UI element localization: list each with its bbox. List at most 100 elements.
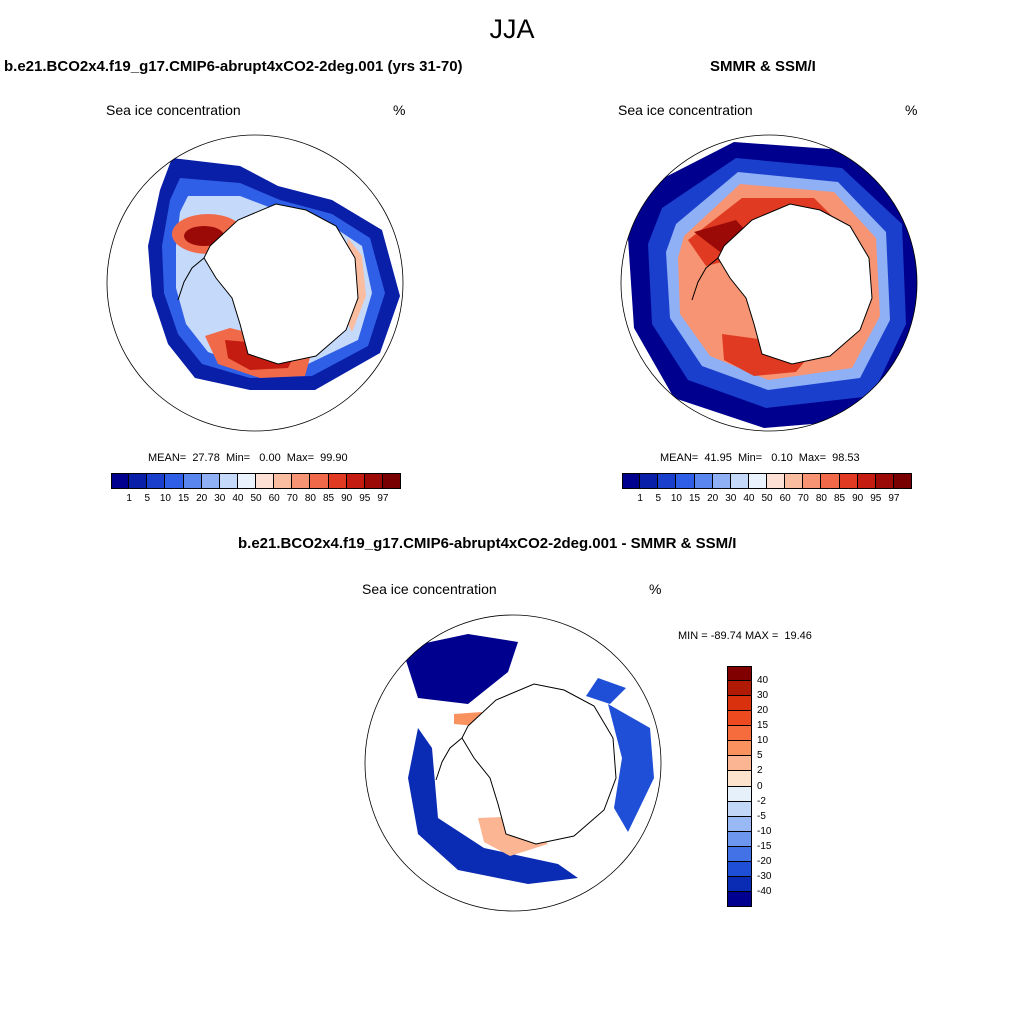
observed-colorbar-swatch [803, 473, 822, 489]
model-colorbar-tick-label: 70 [286, 493, 298, 504]
difference-colorbar-swatch [727, 876, 752, 892]
difference-colorbar-swatch [727, 816, 752, 832]
difference-colorbar-tick-label: -40 [757, 885, 772, 897]
model-colorbar-swatch [382, 473, 401, 489]
model-colorbar-swatch [346, 473, 365, 489]
observed-colorbar-tick-label: 5 [655, 493, 662, 504]
model-colorbar-swatch [328, 473, 347, 489]
difference-colorbar-swatch [727, 711, 752, 727]
diff-map-border [364, 614, 662, 912]
model-colorbar: 1 5 10 15 20 30 40 50 60 70 80 85 90 95 97 [111, 473, 401, 504]
model-colorbar-tick-label: 60 [268, 493, 280, 504]
model-colorbar-swatch [147, 473, 166, 489]
difference-colorbar-swatch [727, 666, 752, 682]
observed-colorbar-tick-label: 10 [670, 493, 682, 504]
model-colorbar-swatch [111, 473, 130, 489]
observed-colorbar-swatch [767, 473, 786, 489]
observed-colorbar: 1 5 10 15 20 30 40 50 60 70 80 85 90 95 97 [622, 473, 912, 504]
difference-colorbar-tick-label: -20 [757, 855, 772, 867]
model-colorbar-swatch [237, 473, 256, 489]
difference-colorbar-tick-label: 5 [757, 750, 763, 762]
observed-colorbar-tick-label: 80 [815, 493, 827, 504]
difference-colorbar-swatch [727, 801, 752, 817]
observed-colorbar-tick-label: 30 [725, 493, 737, 504]
difference-colorbar-tick-label: -30 [757, 870, 772, 882]
model-colorbar-swatch [256, 473, 275, 489]
observed-colorbar-tick-label: 60 [779, 493, 791, 504]
model-colorbar-swatch [274, 473, 293, 489]
panel-3-title: b.e21.BCO2x4.f19_g17.CMIP6-abrupt4xCO2-2… [238, 535, 737, 552]
map-border [106, 134, 404, 432]
diff-north-loss [586, 678, 626, 704]
observed-colorbar-tick-label: 97 [888, 493, 900, 504]
difference-colorbar: 40 30 20 15 10 5 2 0 -2 -5 -10 -15 -20 -30 -40 [727, 666, 771, 907]
model-colorbar-tick-label: 95 [359, 493, 371, 504]
observed-colorbar-swatch [622, 473, 641, 489]
observed-colorbar-swatch [730, 473, 749, 489]
difference-colorbar-swatch [727, 831, 752, 847]
observed-colorbar-swatch [640, 473, 659, 489]
model-colorbar-swatch [219, 473, 238, 489]
model-colorbar-swatch [129, 473, 148, 489]
observed-colorbar-tick-label: 70 [797, 493, 809, 504]
observed-colorbar-tick-label: 90 [852, 493, 864, 504]
observed-colorbar-tick-label: 95 [870, 493, 882, 504]
difference-colorbar-tick-label: 30 [757, 690, 769, 702]
model-colorbar-tick-label: 20 [196, 493, 208, 504]
observed-colorbar-swatch [839, 473, 858, 489]
difference-colorbar-tick-label: 40 [757, 675, 769, 687]
difference-colorbar-tick-label: -5 [757, 810, 766, 822]
panel-1-stats: MEAN= 27.78 Min= 0.00 Max= 99.90 [148, 452, 348, 464]
observed-colorbar-swatch [821, 473, 840, 489]
model-sea-ice-map [106, 134, 404, 432]
obs-peninsula-coast [691, 257, 719, 301]
difference-colorbar-swatch [727, 726, 752, 742]
model-colorbar-swatch [183, 473, 202, 489]
model-colorbar-tick-label: 15 [177, 493, 190, 504]
panel-2-units-label: % [905, 102, 918, 118]
model-colorbar-tick-label: 5 [144, 493, 151, 504]
model-colorbar-swatch [165, 473, 184, 489]
model-colorbar-tick-label: 90 [341, 493, 353, 504]
difference-colorbar-tick-label: 0 [757, 780, 763, 792]
peninsula-coast [177, 257, 205, 301]
observed-colorbar-swatch [893, 473, 912, 489]
difference-colorbar-tick-label: 10 [757, 735, 769, 747]
model-colorbar-swatch [364, 473, 383, 489]
observed-colorbar-swatch [676, 473, 695, 489]
model-colorbar-tick-label: 1 [126, 493, 132, 504]
panel-3-stats: MIN = -89.74 MAX = 19.46 [678, 630, 812, 642]
diff-east-loss [608, 704, 654, 832]
observed-colorbar-tick-label: 40 [743, 493, 755, 504]
observed-colorbar-tick-label: 15 [688, 493, 701, 504]
model-colorbar-tick-label: 80 [304, 493, 316, 504]
observed-colorbar-tick-label: 20 [707, 493, 719, 504]
difference-colorbar-tick-label: -15 [757, 840, 772, 852]
difference-colorbar-swatch [727, 681, 752, 697]
observed-colorbar-swatch [694, 473, 713, 489]
diff-peninsula-coast [435, 737, 463, 781]
difference-colorbar-tick-label: 20 [757, 705, 769, 717]
panel-1-variable-label: Sea ice concentration [106, 102, 241, 118]
observed-colorbar-swatch [712, 473, 731, 489]
antarctica-land [203, 203, 359, 365]
difference-colorbar-tick-label: -2 [757, 795, 766, 807]
model-colorbar-tick-label: 30 [214, 493, 226, 504]
model-colorbar-swatch [292, 473, 311, 489]
diff-antarctica-land [461, 683, 617, 845]
model-colorbar-tick-label: 10 [159, 493, 171, 504]
panel-2-stats: MEAN= 41.95 Min= 0.10 Max= 98.53 [660, 452, 860, 464]
difference-sea-ice-map [364, 614, 662, 912]
difference-colorbar-swatch [727, 771, 752, 787]
panel-1-title: b.e21.BCO2x4.f19_g17.CMIP6-abrupt4xCO2-2… [4, 58, 463, 75]
observed-colorbar-swatch [785, 473, 804, 489]
observed-colorbar-swatch [857, 473, 876, 489]
model-colorbar-tick-label: 85 [322, 493, 335, 504]
obs-map-border [620, 134, 918, 432]
model-colorbar-tick-label: 40 [232, 493, 244, 504]
panel-1-units-label: % [393, 102, 406, 118]
observed-sea-ice-map [620, 134, 918, 432]
diff-weddell-loss [402, 634, 518, 704]
difference-colorbar-swatch [727, 846, 752, 862]
observed-colorbar-tick-label: 85 [833, 493, 846, 504]
